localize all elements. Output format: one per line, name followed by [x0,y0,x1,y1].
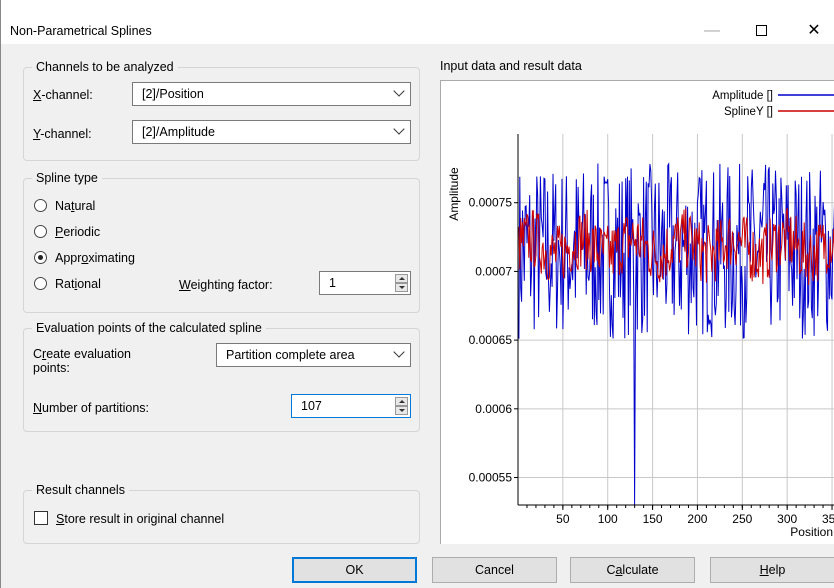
x-tick-label: 100 [598,512,618,526]
window-title: Non-Parametrical Splines [10,24,152,38]
radio-approximating-label[interactable]: Approximating [55,251,135,265]
chevron-down-icon [393,123,405,135]
y-channel-label: Y-channel: [33,127,92,141]
maximize-icon [755,25,767,36]
minimize-button[interactable]: — [704,22,720,39]
weighting-factor-value: 1 [329,276,336,290]
x-channel-select[interactable]: [2]/Position [132,82,411,106]
channels-legend: Channels to be analyzed [36,60,174,74]
chart-axes: 0.00055 0.0006 0.00065 0.0007 0.00075 50 100 15… [447,134,834,539]
series-line-spliney [518,207,834,286]
x-channel-label: X-channel: [33,88,93,102]
x-tick-label: 300 [777,512,797,526]
partitions-value: 107 [301,399,322,413]
spline-type-group: Spline type [23,171,420,313]
help-button[interactable]: Help [710,557,834,583]
x-tick-label: 50 [556,512,570,526]
y-tick-label: 0.0007 [475,264,512,278]
weighting-factor-label: Weighting factor: [179,278,273,292]
chart-title: Input data and result data [440,59,582,73]
x-tick-label: 200 [687,512,707,526]
spline-type-legend: Spline type [36,171,98,185]
result-channels-legend: Result channels [36,483,125,497]
radio-rational[interactable] [34,277,47,290]
channels-group: Channels to be analyzed [23,60,420,161]
store-result-checkbox[interactable] [34,511,48,525]
evaluation-group: Evaluation points of the calculated spli… [23,321,420,432]
y-tick-label: 0.0006 [475,402,512,416]
close-button[interactable]: ✕ [807,22,821,39]
radio-periodic[interactable] [34,225,47,238]
chart-series [518,162,834,506]
create-evaluation-label-line2: points: [33,361,70,375]
y-tick-label: 0.00065 [469,333,513,347]
weighting-factor-spinner[interactable]: 1 [319,271,411,295]
create-evaluation-label: Create evaluation [33,347,131,361]
ok-button[interactable]: OK [292,557,417,583]
spin-down-icon[interactable] [395,406,408,415]
partitions-spinner[interactable]: 107 [291,394,411,418]
evaluation-legend: Evaluation points of the calculated spli… [36,321,262,335]
y-axis-label: Amplitude [447,167,461,221]
radio-natural[interactable] [34,199,47,212]
radio-periodic-label[interactable]: Periodic [55,225,101,239]
radio-natural-label[interactable]: Natural [55,199,96,213]
chart-legend: Amplitude [] SplineY [] [712,90,834,118]
radio-approximating[interactable] [34,251,47,264]
store-result-label[interactable]: Store result in original channel [56,512,225,526]
result-channels-group: Result channels [23,483,420,544]
chevron-down-icon [393,346,405,358]
chart-area: 0.00055 0.0006 0.00065 0.0007 0.00075 50 100 15… [440,80,834,544]
spin-down-icon[interactable] [395,283,408,292]
create-evaluation-select[interactable]: Partition complete area [216,343,411,367]
partitions-label: Number of partitions: [33,401,150,415]
chart-grid [518,134,834,505]
legend-label: Amplitude [] [712,90,773,102]
chart-svg: 0.00055 0.0006 0.00065 0.0007 0.00075 50 100 15… [447,90,834,539]
y-channel-value: [2]/Amplitude [142,125,215,139]
y-tick-label: 0.00055 [469,471,513,485]
calculate-button[interactable]: Calculate [570,557,695,583]
series-line-amplitude [518,162,834,506]
y-channel-select[interactable]: [2]/Amplitude [132,120,411,144]
title-bar: Non-Parametrical Splines — ✕ [1,0,834,44]
cancel-button[interactable]: Cancel [432,557,557,583]
spin-up-icon[interactable] [395,274,408,283]
x-axis-label: Position [790,525,833,539]
legend-label: SplineY [] [724,106,773,118]
x-tick-label: 250 [732,512,752,526]
radio-rational-label[interactable]: Rational [55,277,101,291]
maximize-button[interactable] [738,20,784,44]
x-tick-label: 350 [822,512,834,526]
x-channel-value: [2]/Position [142,87,204,101]
x-tick-label: 150 [643,512,663,526]
y-tick-label: 0.00075 [469,196,513,210]
chevron-down-icon [393,85,405,97]
spin-up-icon[interactable] [395,397,408,406]
create-evaluation-value: Partition complete area [226,348,355,362]
